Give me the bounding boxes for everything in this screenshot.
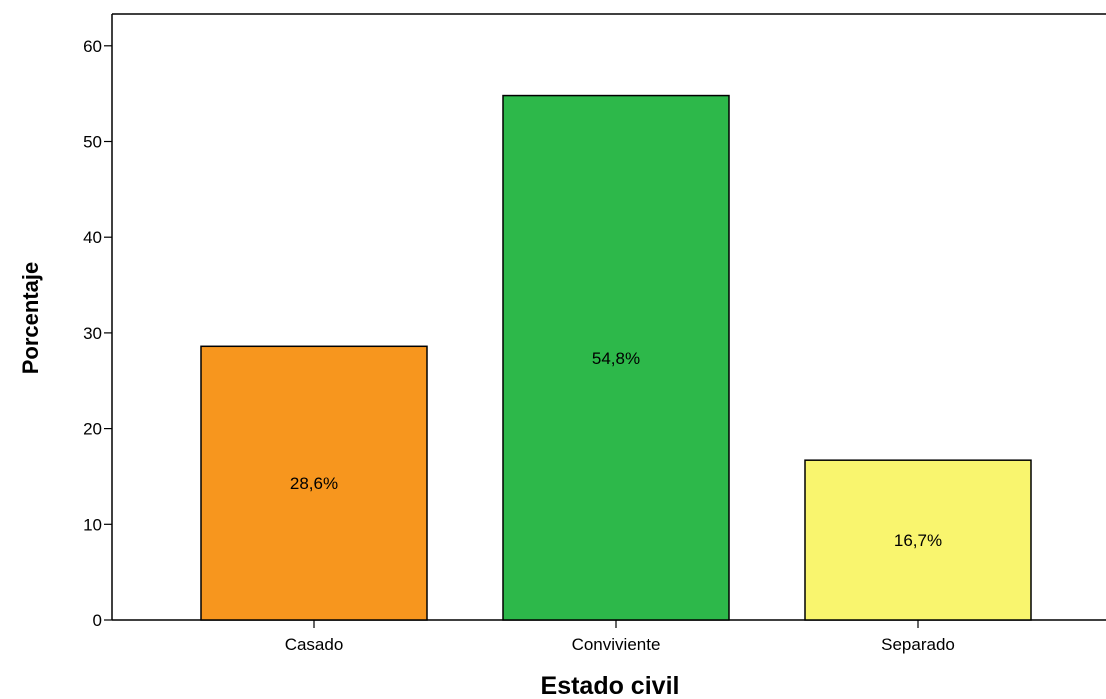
bar-casado [200, 345, 428, 621]
data-labels-group: 28,6% 54,8% 16,7% [290, 349, 942, 550]
y-tick-label: 20 [83, 420, 102, 439]
data-label: 16,7% [894, 531, 942, 550]
y-tick-label: 10 [83, 515, 102, 534]
y-tick-label: 30 [83, 324, 102, 343]
y-tick-label: 50 [83, 133, 102, 152]
bars-group [200, 94, 1032, 621]
y-tick-label: 60 [83, 37, 102, 56]
x-tick-label: Casado [285, 635, 344, 654]
x-axis-ticks: Casado Conviviente Separado [285, 620, 955, 654]
y-tick-label: 0 [93, 611, 102, 630]
x-tick-label: Conviviente [572, 635, 661, 654]
x-tick-label: Separado [881, 635, 955, 654]
bar-conviviente [502, 94, 730, 621]
x-axis-title: Estado civil [541, 672, 680, 699]
data-label: 28,6% [290, 474, 338, 493]
y-axis-title: Porcentaje [18, 262, 43, 375]
y-axis-ticks: 0 10 20 30 40 50 60 [83, 37, 112, 630]
bar-separado [804, 459, 1032, 621]
y-tick-label: 40 [83, 228, 102, 247]
data-label: 54,8% [592, 349, 640, 368]
